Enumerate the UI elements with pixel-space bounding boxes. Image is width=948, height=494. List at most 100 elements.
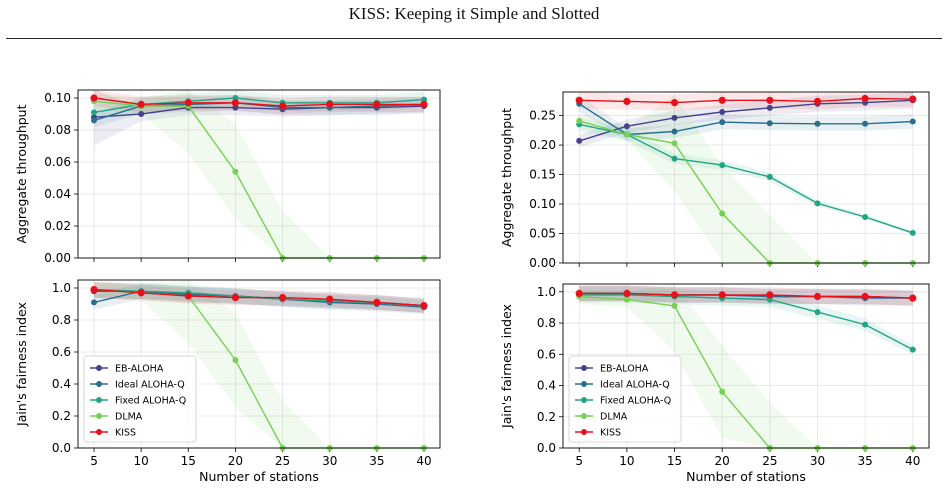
data-point-kiss <box>861 292 869 301</box>
data-point-fixed-aloha-q <box>814 309 821 316</box>
legend-marker <box>96 381 102 387</box>
data-point-ideal-aloha-q <box>91 299 97 306</box>
x-tick-label: 10 <box>619 454 634 468</box>
data-point-kiss <box>90 286 98 294</box>
band-dlma <box>579 95 913 264</box>
y-tick-label: 0.02 <box>44 219 71 233</box>
data-point-fixed-aloha-q <box>671 155 678 162</box>
legend-entry-ideal-aloha-q: Ideal ALOHA-Q <box>600 380 670 391</box>
data-point-fixed-aloha-q <box>909 346 916 353</box>
data-point-eb-aloha <box>623 123 630 130</box>
legend-marker <box>581 397 587 403</box>
data-point-fixed-aloha-q <box>862 214 869 220</box>
header-rule <box>6 38 942 39</box>
legend-marker <box>581 381 587 387</box>
y-tick-label: 0.0 <box>537 441 556 455</box>
y-tick-label: 0.10 <box>44 91 71 105</box>
band-dlma <box>94 280 424 448</box>
x-tick-label: 35 <box>369 454 384 468</box>
series-line-kiss <box>579 97 913 104</box>
data-point-kiss <box>420 302 428 310</box>
legend-marker <box>96 365 102 371</box>
data-point-kiss <box>670 99 679 107</box>
legend-marker <box>96 397 102 403</box>
x-tick-label: 20 <box>228 454 243 468</box>
legend-marker <box>581 429 587 435</box>
legend-entry-fixed-aloha-q: Fixed ALOHA-Q <box>600 396 671 407</box>
series-line-eb-aloha <box>578 99 913 142</box>
y-tick-label: 0.4 <box>52 377 71 391</box>
data-point-kiss <box>718 96 726 104</box>
x-tick-label: 35 <box>858 454 873 468</box>
series-line-fixed-aloha-q <box>579 123 914 234</box>
y-tick-label: 0.2 <box>537 410 556 424</box>
data-point-kiss <box>420 100 428 108</box>
band-eb-aloha <box>579 92 913 147</box>
y-tick-label: 0.25 <box>529 109 556 123</box>
legend-marker <box>581 365 587 371</box>
y-tick-label: 0.06 <box>44 155 71 169</box>
data-point-dlma <box>671 140 678 147</box>
data-point-kiss <box>184 292 192 300</box>
data-point-eb-aloha <box>719 109 726 115</box>
data-point-dlma <box>232 357 239 363</box>
y-tick-label: 0.6 <box>52 345 71 359</box>
x-tick-label: 40 <box>416 454 431 468</box>
axes-frame <box>77 89 441 259</box>
chart-panel-bottom-right: 0.0 0.2 0.4 0.6 0.8 1.0 5 10 15 20 25 30 35 40 Jain's … <box>499 283 930 484</box>
series-line-fixed-aloha-q <box>579 294 914 351</box>
x-tick-label: 5 <box>90 454 98 468</box>
y-tick-label: 0.08 <box>44 123 71 137</box>
x-tick-label: 20 <box>715 454 730 468</box>
x-tick-label: 15 <box>667 454 682 468</box>
series-line-kiss <box>579 292 913 299</box>
data-point-kiss <box>231 99 239 107</box>
x-tick-label: 40 <box>905 454 920 468</box>
chart-panel-bottom-left: 0.0 0.2 0.4 0.6 0.8 1.0 5 10 15 20 25 30 35 40 Jain's … <box>14 279 441 484</box>
data-point-kiss <box>373 298 381 306</box>
legend-box <box>83 355 197 443</box>
chart-panel-top-right: 0.00 0.05 0.10 0.15 0.20 0.25 Aggregate throug… <box>499 91 930 270</box>
data-point-eb-aloha <box>766 104 773 111</box>
data-point-dlma <box>576 117 583 124</box>
data-point-ideal-aloha-q <box>909 118 916 125</box>
data-point-kiss <box>766 291 774 299</box>
y-tick-label: 0.15 <box>529 168 556 182</box>
data-point-kiss <box>766 96 774 104</box>
legend-box <box>568 355 682 443</box>
data-point-kiss <box>670 291 679 299</box>
axes-frame <box>562 283 930 449</box>
legend-entry-kiss: KISS <box>115 428 136 439</box>
legend-entry-eb-aloha: EB-ALOHA <box>115 364 164 375</box>
legend-entry-dlma: DLMA <box>115 412 143 423</box>
data-point-eb-aloha <box>576 137 583 144</box>
series-line-kiss <box>93 288 425 307</box>
data-point-ideal-aloha-q <box>671 128 678 135</box>
data-point-fixed-aloha-q <box>766 173 773 180</box>
y-tick-label: 1.0 <box>537 285 556 299</box>
y-tick-label: 0.20 <box>529 138 556 152</box>
series-line-eb-aloha <box>93 105 425 118</box>
data-point-dlma <box>623 296 630 303</box>
data-point-fixed-aloha-q <box>862 321 869 328</box>
data-point-eb-aloha <box>138 111 145 117</box>
data-point-kiss <box>909 294 917 302</box>
data-point-kiss <box>813 292 822 301</box>
data-point-kiss <box>861 94 869 103</box>
x-axis-label: Number of stations <box>199 469 319 484</box>
data-point-dlma <box>719 388 726 395</box>
data-point-kiss <box>279 294 287 302</box>
data-point-fixed-aloha-q <box>232 95 239 101</box>
x-tick-label: 5 <box>575 454 583 468</box>
data-point-eb-aloha <box>671 114 678 121</box>
y-tick-label: 0.04 <box>44 187 71 201</box>
y-tick-label: 1.0 <box>52 281 71 295</box>
legend-entry-ideal-aloha-q: Ideal ALOHA-Q <box>115 380 185 391</box>
data-point-kiss <box>575 289 583 297</box>
chart-panel-top-left: 0.00 0.02 0.04 0.06 0.08 0.10 Aggregate throug… <box>14 89 441 265</box>
data-point-kiss <box>137 289 145 297</box>
data-point-ideal-aloha-q <box>862 120 869 127</box>
data-point-kiss <box>623 97 631 105</box>
legend-entry-dlma: DLMA <box>600 412 628 423</box>
